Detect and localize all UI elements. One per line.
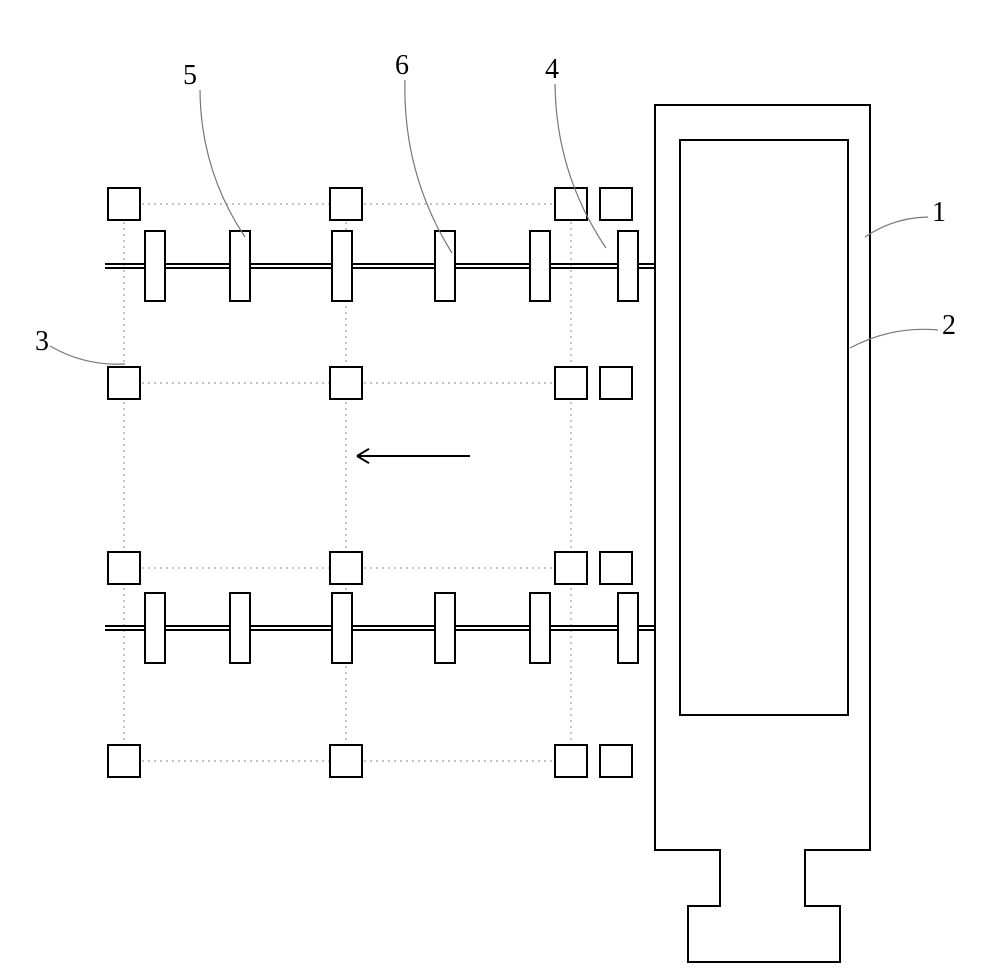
label-1: 1 bbox=[932, 197, 946, 229]
label-4: 4 bbox=[545, 54, 559, 86]
schematic-diagram bbox=[0, 0, 1000, 979]
label-6: 6 bbox=[395, 50, 409, 82]
label-5: 5 bbox=[183, 60, 197, 92]
label-3: 3 bbox=[35, 326, 49, 358]
label-2: 2 bbox=[942, 310, 956, 342]
